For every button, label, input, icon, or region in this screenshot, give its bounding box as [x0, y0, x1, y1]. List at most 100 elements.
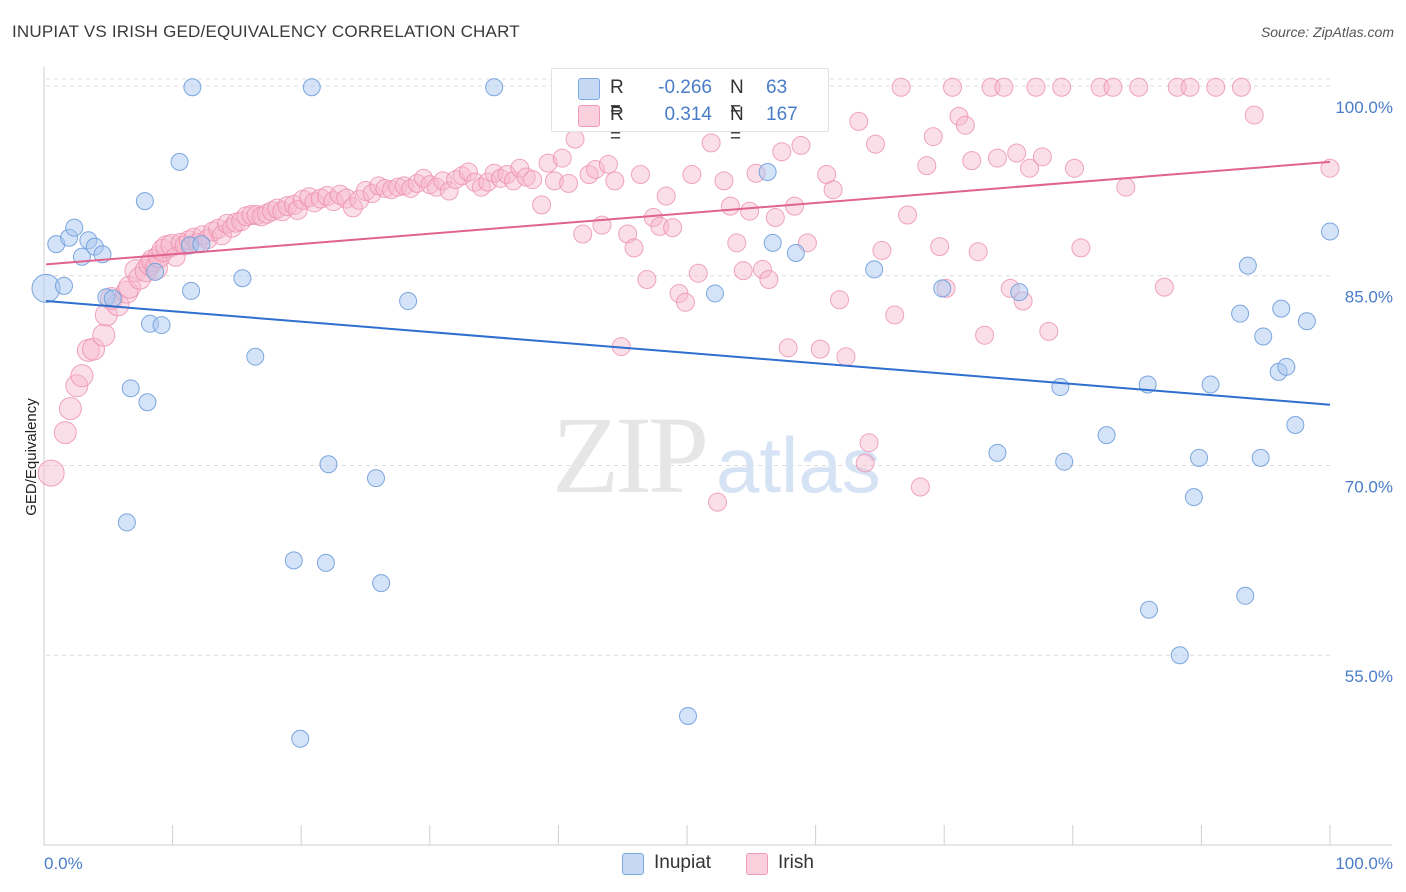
irish-point: [523, 170, 543, 190]
irish-point: [53, 421, 77, 445]
irish-point: [1052, 77, 1072, 97]
irish-point: [891, 77, 911, 97]
irish-point: [968, 242, 988, 262]
irish-point: [559, 173, 579, 193]
irish-point: [1020, 158, 1040, 178]
legend-swatch-irish: [746, 853, 768, 875]
irish-point: [943, 77, 963, 97]
inupiat-point: [1139, 600, 1158, 619]
irish-points: [37, 77, 1340, 512]
inupiat-point: [65, 218, 84, 237]
inupiat-point: [233, 269, 252, 288]
irish-point: [859, 433, 879, 453]
y-axis-label: GED/Equivalency: [23, 398, 40, 516]
irish-point: [1320, 158, 1340, 178]
irish-point: [532, 195, 552, 215]
legend-r-label: R =: [610, 77, 624, 120]
inupiat-point: [399, 292, 418, 311]
legend-label-irish: Irish: [778, 852, 814, 873]
legend-n-label: N =: [730, 104, 744, 147]
watermark: ZIP atlas: [552, 394, 881, 516]
y-tick-label: 55.0%: [1345, 667, 1393, 686]
irish-point: [910, 477, 930, 497]
watermark-zip: ZIP: [552, 394, 705, 516]
irish-point: [1129, 77, 1149, 97]
irish-point: [565, 129, 585, 149]
inupiat-point: [1170, 646, 1189, 665]
inupiat-point: [284, 551, 303, 570]
irish-point: [471, 177, 491, 197]
inupiat-point: [1010, 283, 1029, 302]
irish-point: [785, 196, 805, 216]
inupiat-point: [319, 455, 338, 474]
irish-point: [1032, 147, 1052, 167]
inupiat-point: [291, 729, 310, 748]
irish-point: [573, 224, 593, 244]
inupiat-point: [316, 553, 335, 572]
inupiat-point: [1201, 375, 1220, 394]
irish-point: [675, 292, 695, 312]
irish-point: [586, 159, 606, 179]
inupiat-trend-line: [45, 300, 1331, 406]
irish-point: [208, 218, 229, 239]
irish-point: [241, 205, 262, 226]
inupiat-point: [366, 469, 385, 488]
irish-point: [58, 397, 82, 421]
legend-r-value: -0.266: [658, 77, 712, 98]
irish-point: [885, 305, 905, 325]
inupiat-point: [183, 78, 202, 97]
irish-point: [740, 201, 760, 221]
grid-lines: [46, 78, 1330, 656]
irish-point: [330, 184, 351, 205]
watermark-atlas: atlas: [716, 421, 881, 509]
irish-point: [1231, 77, 1251, 97]
irish-point: [1103, 77, 1123, 97]
inupiat-point: [1286, 416, 1305, 435]
irish-point: [552, 148, 572, 168]
inupiat-point: [485, 78, 504, 97]
irish-point: [759, 270, 779, 290]
x-tick-label: 0.0%: [44, 854, 83, 873]
inupiat-point: [135, 192, 154, 211]
inupiat-point: [1055, 452, 1074, 471]
irish-point: [362, 184, 382, 204]
irish-point: [994, 77, 1014, 97]
irish-point: [1116, 177, 1136, 197]
irish-point: [772, 142, 792, 162]
inupiat-point: [1297, 312, 1316, 331]
irish-point: [987, 148, 1007, 168]
irish-point: [823, 180, 843, 200]
legend-r-label: R =: [610, 104, 624, 147]
irish-point: [261, 201, 282, 222]
legend-swatch-inupiat: [622, 853, 644, 875]
inupiat-point: [1251, 448, 1270, 467]
irish-point: [688, 263, 708, 283]
irish-point: [791, 135, 811, 155]
y-tick-label: 70.0%: [1345, 477, 1393, 496]
inupiat-point: [763, 233, 782, 252]
irish-point: [618, 224, 638, 244]
inupiat-point: [1238, 256, 1257, 275]
irish-point: [962, 151, 982, 171]
inupiat-point: [146, 262, 165, 281]
tick-labels: 100.0% 85.0% 70.0% 55.0% 0.0% 100.0%: [44, 98, 1393, 873]
irish-point: [849, 111, 869, 131]
irish-point: [752, 259, 772, 279]
inupiat-point: [372, 574, 391, 593]
irish-point: [765, 208, 785, 228]
irish-point: [917, 156, 937, 176]
inupiat-point: [1231, 304, 1250, 323]
source-credit: Source: ZipAtlas.com: [1260, 24, 1394, 40]
irish-point: [682, 165, 702, 185]
irish-point: [605, 171, 625, 191]
y-tick-label: 100.0%: [1335, 98, 1393, 117]
series-legend: Inupiat Irish: [0, 852, 1406, 878]
irish-point: [458, 162, 478, 182]
inupiat-point: [182, 281, 201, 300]
irish-point: [714, 171, 734, 191]
irish-point: [277, 196, 298, 217]
legend-swatch-irish: [578, 105, 600, 127]
legend-swatch-inupiat: [578, 78, 600, 100]
irish-trend-line: [45, 160, 1331, 266]
